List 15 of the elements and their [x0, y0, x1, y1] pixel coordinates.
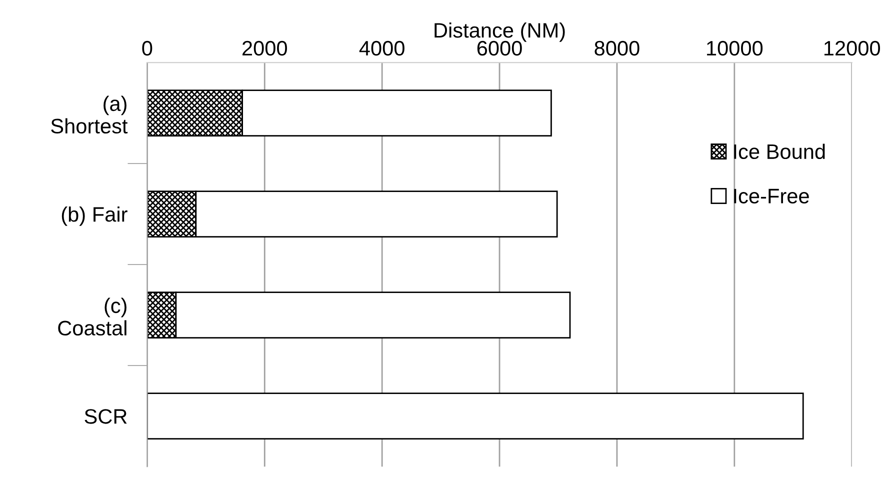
x-tick-label: 8000 — [594, 40, 640, 56]
x-tick-label: 6000 — [477, 40, 522, 56]
x-tick-label: 12000 — [824, 40, 880, 56]
y-tick-label: (c) Coastal — [58, 298, 126, 336]
x-tick-label: 2000 — [242, 40, 287, 56]
legend-label: Ice-Free — [734, 188, 809, 204]
y-tick-label: (a) Shortest — [51, 96, 128, 134]
x-tick-label: 4000 — [359, 40, 404, 56]
x-tick-label: 10000 — [707, 40, 763, 56]
bar — [147, 392, 804, 440]
x-axis-title: Distance (NM) — [434, 22, 565, 42]
legend-label: Ice Bound — [734, 144, 825, 160]
y-tick-label: SCR — [84, 409, 127, 424]
x-tick-label: 0 — [142, 40, 152, 56]
y-tick-label: (b) Fair — [62, 206, 128, 226]
